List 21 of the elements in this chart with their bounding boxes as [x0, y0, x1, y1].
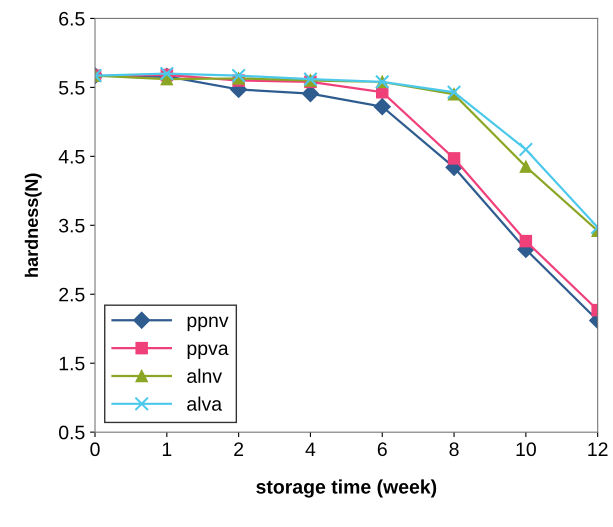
x-tick-label: 8: [449, 442, 459, 456]
legend-label: alva: [187, 396, 222, 411]
y-tick-label: 1.5: [60, 356, 84, 370]
legend-label: ppnv: [188, 316, 228, 332]
y-axis-title: hardness(N): [24, 174, 42, 277]
y-tick-label: 4.5: [58, 150, 84, 164]
x-tick-label: 1: [162, 442, 172, 456]
y-tick-label: 5.5: [59, 81, 84, 95]
x-tick-label: 10: [516, 442, 536, 456]
x-tick-label: 6: [378, 442, 387, 456]
x-tick-label: 0: [90, 442, 100, 456]
x-tick-label: 2: [234, 442, 244, 456]
y-tick-label: 2.5: [59, 288, 84, 302]
legend-label: alnv: [187, 368, 222, 383]
y-tick-label: 3.5: [59, 218, 84, 233]
x-axis-title: storage time (week): [256, 479, 436, 498]
y-tick-label: 0.5: [59, 426, 84, 440]
y-tick-label: 6.5: [59, 12, 84, 26]
legend-label: ppva: [188, 344, 229, 359]
x-tick-label: 4: [305, 442, 316, 456]
x-tick-label: 12: [588, 442, 608, 456]
